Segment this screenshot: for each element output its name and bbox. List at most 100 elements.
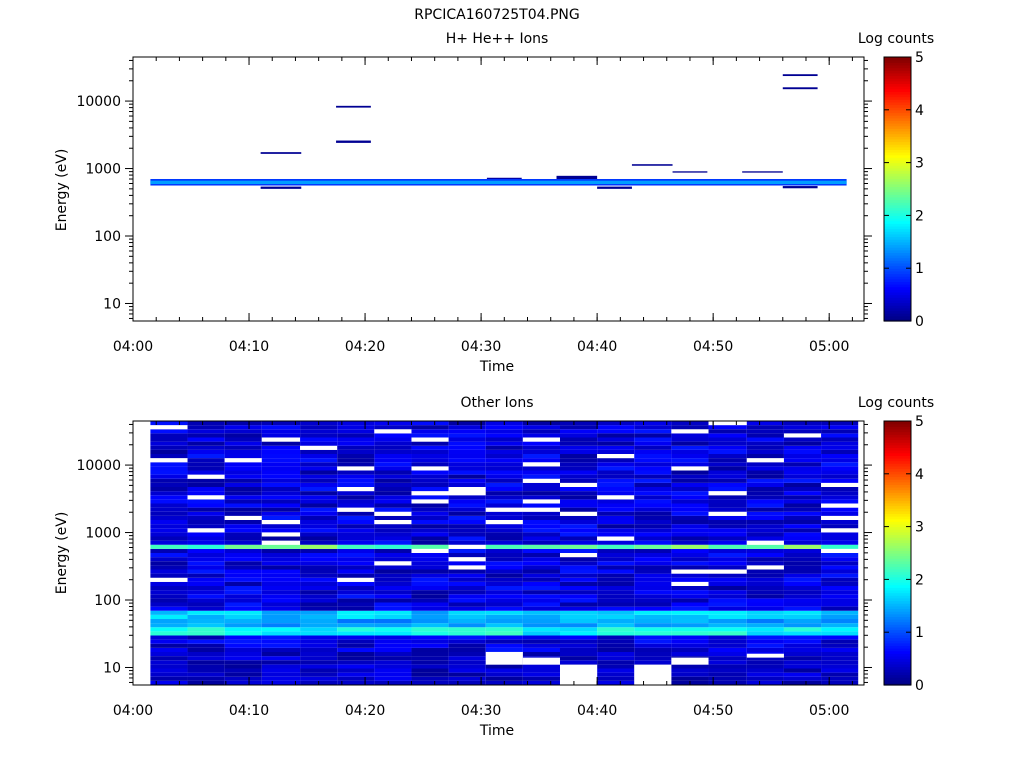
colorbar-swatch [884,75,911,79]
colorbar-swatch [884,487,911,491]
x-tick-label: 04:10 [229,703,269,719]
spectrogram-cell [559,466,598,471]
spectrogram-cell [671,425,709,430]
spectrogram-cell [150,643,188,648]
spectrogram-cell [374,623,412,628]
spectrogram-cell [411,445,449,450]
spectrogram-cell [634,557,672,562]
spectrogram-cell [261,532,301,537]
spectrogram-cell [448,540,486,545]
spectrogram-cell [261,548,301,553]
spectrogram-cell [224,532,262,537]
spectrogram-cell [337,668,375,673]
spectrogram-cell [559,445,598,450]
colorbar-swatch [884,305,911,309]
spectrogram-cell [783,474,822,479]
colorbar-frame [883,420,912,686]
colorbar-swatch [884,191,911,195]
spectrogram-cell [448,668,486,673]
spectrogram-cell [448,635,486,640]
spectrogram-cell [448,664,486,669]
spectrogram-cell [374,676,412,681]
spectrogram-cell [150,573,188,578]
colorbar-swatch [884,91,911,95]
colorbar-tick-label: 2 [915,208,924,224]
spectrogram-cell [187,606,225,611]
spectrogram-cell [411,594,449,599]
spectrogram-cell [411,515,449,520]
spectrogram-cell [374,462,412,467]
spectrogram-cell [783,540,822,545]
spectrogram-cell [821,524,859,529]
spectrogram-cell [559,540,598,545]
spectrogram-cell [671,664,709,669]
spectrogram-cell [150,664,188,669]
spectrogram-cell [634,540,672,545]
spectrogram-cell [634,507,672,512]
spectrogram-cell [448,495,486,500]
spectrogram-cell [337,458,375,463]
colorbar-swatch [884,497,911,501]
spectrogram-cell [783,631,822,636]
spectrogram-cell [261,573,301,578]
spectrogram-cell [559,573,598,578]
spectrogram-cell [559,581,598,586]
spectrogram-cell [187,652,225,657]
spectrogram-cell [150,614,188,619]
spectrogram-cell [783,606,822,611]
spectrogram-cell [150,515,188,520]
spectrogram-cell [597,639,635,644]
spectrogram-cell [150,503,188,508]
spectrogram-cell [374,421,412,426]
spectrogram-cell [634,635,672,640]
spectrogram-cell [261,569,301,574]
spectrogram-cell [448,614,486,619]
spectrogram-cell [448,577,486,582]
colorbar-swatch [884,640,911,644]
spectrogram-cell [783,495,822,500]
colorbar-swatch [884,468,911,472]
spectrogram-cell [187,565,225,570]
spectrogram-cell [746,520,784,525]
spectrogram-cell [671,532,709,537]
spectrogram-cell [746,454,784,459]
spectrogram-cell [448,672,486,677]
spectrogram-cell [746,421,784,426]
spectrogram-cell [746,487,784,492]
spectrogram-cell [374,631,412,636]
spectrogram-cell [522,515,560,520]
spectrogram-cell [559,594,598,599]
spectrogram-cell [337,474,375,479]
figure-title: RPCICA160725T04.PNG [414,7,579,23]
spectrogram-cell [261,487,301,492]
colorbar-swatch [884,605,911,610]
spectrogram-cell [708,660,747,665]
spectrogram-cell [708,598,747,603]
spectrogram-cell [411,573,449,578]
spectrogram-cell [671,573,709,578]
x-tick-label: 04:10 [229,339,269,355]
spectrogram-cell [150,561,188,566]
spectrogram-cell [485,524,523,529]
spectrogram-cell [485,499,523,504]
colorbar-swatch [884,494,911,499]
colorbar-swatch [884,682,911,686]
spectrogram-cell [485,577,523,582]
spectrogram-cell [150,639,188,644]
spectrogram-cell [485,581,523,586]
spectrogram-cell [485,619,523,624]
spectrogram-cell [559,647,598,652]
colorbar-swatch [884,426,911,430]
spectrogram-cell [374,454,412,459]
spectrogram-cell [671,433,709,438]
spectrogram-cell [187,639,225,644]
spectrogram-cell [261,565,301,570]
spectrogram-cell [485,470,523,475]
spectrogram-cell [634,441,672,446]
spectrogram-cell [597,433,635,438]
spectrogram-cell [671,639,709,644]
spectrogram-cell [783,581,822,586]
spectrogram-cell [559,487,598,492]
spectrogram-cell [522,503,560,508]
spectrogram-cell [224,528,262,533]
